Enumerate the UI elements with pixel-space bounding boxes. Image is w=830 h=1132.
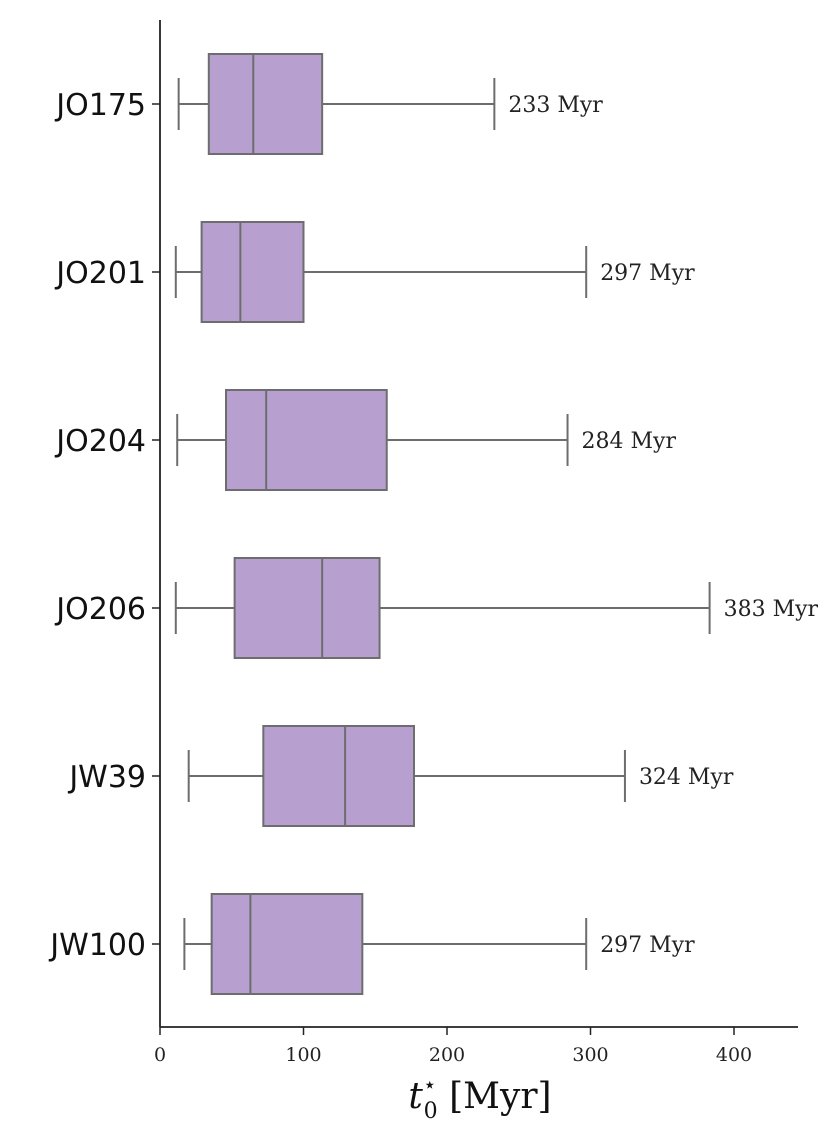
max-annotation: 324 Myr [639,765,734,790]
y-tick-label: JW100 [48,928,146,963]
box-group-jw100: 297 Myr [183,893,695,995]
iqr-box [233,557,381,659]
box-group-jw39: 324 Myr [187,725,734,827]
y-tick-label: JO175 [54,88,146,123]
boxes-layer: 233 Myr 297 Myr 284 Myr 383 Myr 324 Myr 297 M… [174,53,819,995]
box-group-jo206: 383 Myr [174,557,819,659]
x-label-symbol: t [408,1076,423,1117]
max-annotation: 284 Myr [582,429,677,454]
box-group-jo204: 284 Myr [176,389,677,491]
iqr-box [262,725,415,827]
iqr-box [200,221,305,323]
iqr-box [210,893,364,995]
y-tick-label: JW39 [67,760,146,795]
max-annotation: 297 Myr [600,933,695,958]
x-tick-label: 300 [572,1044,608,1066]
x-label-unit: [Myr] [438,1076,552,1117]
x-axis-label: t⋆ 0 [Myr] [408,1073,551,1124]
max-annotation: 383 Myr [724,597,819,622]
x-label-superscript: ⋆ [423,1073,437,1098]
y-tick-label: JO201 [54,256,146,291]
max-annotation: 297 Myr [600,261,695,286]
max-annotation: 233 Myr [508,93,603,118]
x-tick-label: 400 [716,1044,752,1066]
box-group-jo175: 233 Myr [177,53,603,155]
x-tick-label: 100 [285,1044,321,1066]
iqr-box [225,389,388,491]
axes-layer: JO175 JO201 JO204 JO206 JW39 JW100 0 100 200 300 4… [48,20,798,1066]
x-tick-label: 0 [154,1044,166,1066]
x-tick-label: 200 [429,1044,465,1066]
iqr-box [207,53,324,155]
box-group-jo201: 297 Myr [174,221,695,323]
y-tick-label: JO206 [54,592,146,627]
x-label-subscript: 0 [424,1099,438,1124]
y-tick-label: JO204 [54,424,146,459]
